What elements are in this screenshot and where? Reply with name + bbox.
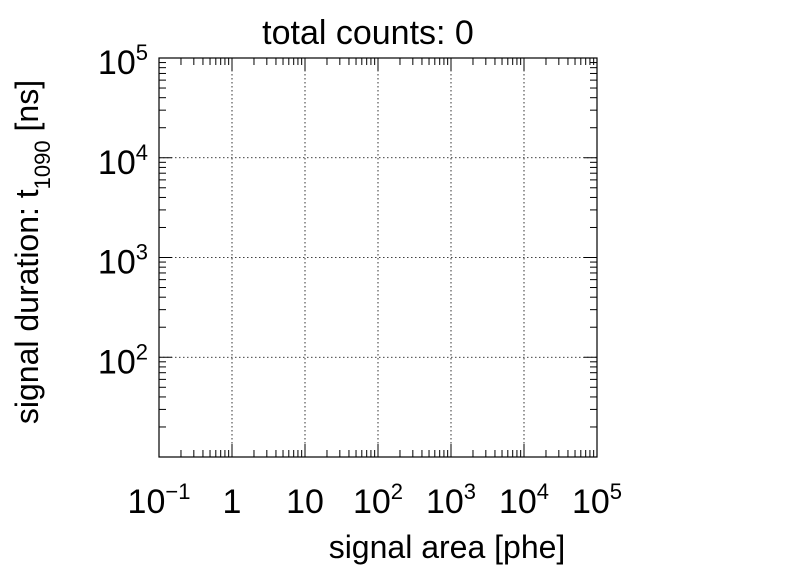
x-tick-label-exponent: 2 [391,479,403,504]
x-tick-label-base: 10 [353,483,391,521]
x-tick-label-base: 10 [572,483,610,521]
x-tick-label-base: 10 [286,483,324,521]
y-tick-label-base: 10 [98,343,136,381]
x-tick-label-base: 1 [223,483,242,521]
x-tick-label-base: 10 [426,483,464,521]
plot-frame [158,57,598,458]
x-tick-label-exponent: −1 [165,479,190,504]
grid-lines [159,58,597,457]
y-tick-label: 103 [98,240,148,282]
y-tick-label-base: 10 [98,44,136,82]
y-tick-label-base: 10 [98,144,136,182]
x-tick-label-base: 10 [128,483,166,521]
x-tick-label-exponent: 3 [464,479,476,504]
y-axis-label-subscript: 1090 [30,140,55,189]
y-tick-label-exponent: 3 [136,240,148,265]
x-tick-label: 104 [499,479,549,521]
y-tick-label-exponent: 5 [136,40,148,65]
y-tick-label-exponent: 4 [136,140,148,165]
x-axis-label: signal area [phe] [329,529,566,565]
y-tick-label-exponent: 2 [136,339,148,364]
x-tick-label: 1 [223,483,242,521]
y-axis-label-prefix: signal duration: t [9,189,45,424]
x-tick-label: 10−1 [128,479,191,521]
y-axis-label-suffix: [ns] [9,80,45,140]
x-tick-label: 10 [286,483,324,521]
x-tick-label-exponent: 4 [537,479,549,504]
x-tick-label-exponent: 5 [610,479,622,504]
x-tick-label: 102 [353,479,403,521]
x-tick-label: 105 [572,479,622,521]
y-tick-label-base: 10 [98,244,136,282]
x-tick-label: 103 [426,479,476,521]
minor-ticks [159,58,597,457]
y-tick-label: 105 [98,40,148,82]
y-axis-label: signal duration: t1090 [ns] [9,80,55,424]
y-tick-label: 102 [98,339,148,381]
x-tick-label-base: 10 [499,483,537,521]
y-tick-label: 104 [98,140,148,182]
x-tick-labels: 10−1 1 10 102 103 104 105 [128,479,623,521]
chart-title: total counts: 0 [262,14,474,52]
